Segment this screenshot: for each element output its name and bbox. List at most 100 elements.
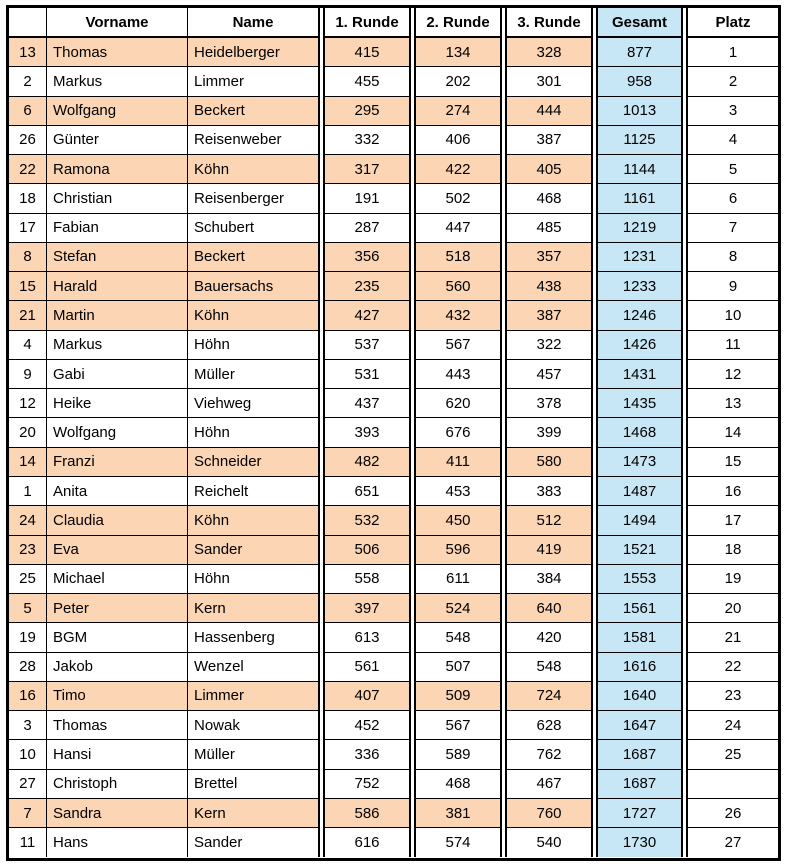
cell-runde1[interactable]: 613 <box>323 623 411 653</box>
cell-gesamt[interactable]: 1640 <box>596 681 683 712</box>
cell-platz[interactable]: 22 <box>686 652 778 682</box>
cell-runde2[interactable]: 567 <box>414 330 502 360</box>
cell-platz[interactable]: 13 <box>686 389 778 419</box>
cell-runde2[interactable]: 450 <box>414 506 502 536</box>
cell-runde3[interactable]: 378 <box>505 389 593 419</box>
cell-runde3[interactable]: 301 <box>505 67 593 97</box>
cell-id[interactable]: 18 <box>9 184 47 214</box>
cell-platz[interactable]: 7 <box>686 213 778 243</box>
cell-runde3[interactable]: 640 <box>505 594 593 624</box>
cell-runde1[interactable]: 537 <box>323 330 411 360</box>
cell-runde2[interactable]: 432 <box>414 301 502 331</box>
cell-runde3[interactable]: 457 <box>505 359 593 390</box>
cell-platz[interactable]: 16 <box>686 476 778 507</box>
cell-id[interactable]: 25 <box>9 564 47 595</box>
cell-id[interactable]: 1 <box>9 476 47 507</box>
cell-id[interactable]: 7 <box>9 798 47 829</box>
cell-runde2[interactable]: 202 <box>414 67 502 97</box>
cell-platz[interactable]: 10 <box>686 301 778 331</box>
cell-vorname[interactable]: Markus <box>47 67 188 97</box>
cell-name[interactable]: Beckert <box>188 242 320 273</box>
cell-gesamt[interactable]: 958 <box>596 67 683 97</box>
cell-platz[interactable]: 26 <box>686 798 778 829</box>
cell-name[interactable]: Wenzel <box>188 652 320 682</box>
cell-runde2[interactable]: 411 <box>414 447 502 477</box>
cell-vorname[interactable]: Ramona <box>47 155 188 185</box>
cell-runde3[interactable]: 468 <box>505 184 593 214</box>
cell-runde2[interactable]: 134 <box>414 38 502 68</box>
cell-id[interactable]: 16 <box>9 681 47 712</box>
header-runde2[interactable]: 2. Runde <box>414 8 502 38</box>
cell-runde3[interactable]: 438 <box>505 272 593 302</box>
cell-runde1[interactable]: 407 <box>323 681 411 712</box>
cell-runde3[interactable]: 399 <box>505 418 593 448</box>
cell-platz[interactable] <box>686 769 778 799</box>
cell-gesamt[interactable]: 1647 <box>596 711 683 741</box>
cell-name[interactable]: Limmer <box>188 681 320 712</box>
cell-vorname[interactable]: Heike <box>47 389 188 419</box>
cell-vorname[interactable]: Gabi <box>47 359 188 390</box>
cell-id[interactable]: 4 <box>9 330 47 360</box>
cell-platz[interactable]: 6 <box>686 184 778 214</box>
cell-name[interactable]: Schubert <box>188 213 320 243</box>
header-runde3[interactable]: 3. Runde <box>505 8 593 38</box>
cell-runde3[interactable]: 322 <box>505 330 593 360</box>
cell-gesamt[interactable]: 1246 <box>596 301 683 331</box>
cell-gesamt[interactable]: 1727 <box>596 798 683 829</box>
cell-id[interactable]: 28 <box>9 652 47 682</box>
cell-id[interactable]: 3 <box>9 711 47 741</box>
cell-id[interactable]: 21 <box>9 301 47 331</box>
cell-platz[interactable]: 25 <box>686 740 778 770</box>
cell-platz[interactable]: 17 <box>686 506 778 536</box>
cell-gesamt[interactable]: 1161 <box>596 184 683 214</box>
cell-runde1[interactable]: 558 <box>323 564 411 595</box>
cell-runde3[interactable]: 420 <box>505 623 593 653</box>
cell-name[interactable]: Höhn <box>188 564 320 595</box>
cell-runde3[interactable]: 405 <box>505 155 593 185</box>
cell-id[interactable]: 13 <box>9 38 47 68</box>
header-runde1[interactable]: 1. Runde <box>323 8 411 38</box>
cell-platz[interactable]: 11 <box>686 330 778 360</box>
cell-runde2[interactable]: 453 <box>414 476 502 507</box>
cell-name[interactable]: Hassenberg <box>188 623 320 653</box>
cell-name[interactable]: Brettel <box>188 769 320 799</box>
cell-name[interactable]: Reisenberger <box>188 184 320 214</box>
cell-gesamt[interactable]: 1219 <box>596 213 683 243</box>
cell-platz[interactable]: 8 <box>686 242 778 273</box>
cell-platz[interactable]: 23 <box>686 681 778 712</box>
cell-runde1[interactable]: 482 <box>323 447 411 477</box>
cell-runde3[interactable]: 762 <box>505 740 593 770</box>
cell-runde3[interactable]: 628 <box>505 711 593 741</box>
cell-name[interactable]: Reisenweber <box>188 125 320 156</box>
cell-runde3[interactable]: 512 <box>505 506 593 536</box>
cell-vorname[interactable]: Anita <box>47 476 188 507</box>
cell-runde1[interactable]: 532 <box>323 506 411 536</box>
cell-runde1[interactable]: 235 <box>323 272 411 302</box>
cell-runde1[interactable]: 356 <box>323 242 411 273</box>
cell-runde3[interactable]: 357 <box>505 242 593 273</box>
cell-vorname[interactable]: Christian <box>47 184 188 214</box>
cell-vorname[interactable]: Günter <box>47 125 188 156</box>
cell-runde1[interactable]: 287 <box>323 213 411 243</box>
cell-vorname[interactable]: Hansi <box>47 740 188 770</box>
header-vorname[interactable]: Vorname <box>47 8 188 38</box>
cell-runde1[interactable]: 452 <box>323 711 411 741</box>
cell-runde1[interactable]: 531 <box>323 359 411 390</box>
cell-platz[interactable]: 18 <box>686 535 778 565</box>
cell-gesamt[interactable]: 1013 <box>596 96 683 126</box>
cell-id[interactable]: 15 <box>9 272 47 302</box>
cell-platz[interactable]: 15 <box>686 447 778 477</box>
cell-platz[interactable]: 5 <box>686 155 778 185</box>
cell-name[interactable]: Köhn <box>188 301 320 331</box>
cell-id[interactable]: 12 <box>9 389 47 419</box>
cell-vorname[interactable]: Martin <box>47 301 188 331</box>
cell-id[interactable]: 24 <box>9 506 47 536</box>
cell-runde2[interactable]: 509 <box>414 681 502 712</box>
cell-runde2[interactable]: 676 <box>414 418 502 448</box>
cell-runde1[interactable]: 295 <box>323 96 411 126</box>
cell-runde1[interactable]: 506 <box>323 535 411 565</box>
cell-name[interactable]: Nowak <box>188 711 320 741</box>
cell-name[interactable]: Heidelberger <box>188 38 320 68</box>
cell-runde2[interactable]: 274 <box>414 96 502 126</box>
cell-runde3[interactable]: 387 <box>505 125 593 156</box>
